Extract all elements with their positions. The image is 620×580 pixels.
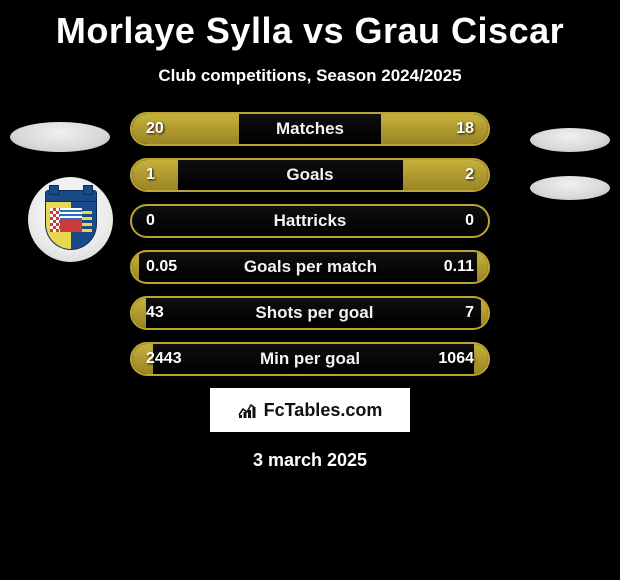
club-crest-left bbox=[28, 177, 113, 262]
stat-value-right: 18 bbox=[456, 120, 488, 138]
stat-value-right: 7 bbox=[465, 304, 488, 322]
stat-row: 2443 Min per goal 1064 bbox=[130, 342, 490, 376]
stat-row: 20 Matches 18 bbox=[130, 112, 490, 146]
stat-value-left: 1 bbox=[132, 166, 155, 184]
team-badge-placeholder-right-1 bbox=[530, 128, 610, 152]
comparison-table: 20 Matches 18 1 Goals 2 0 Hattricks 0 0.… bbox=[130, 112, 490, 376]
stat-value-left: 20 bbox=[132, 120, 164, 138]
stat-label: Hattricks bbox=[155, 211, 465, 231]
stat-row: 43 Shots per goal 7 bbox=[130, 296, 490, 330]
stat-value-left: 2443 bbox=[132, 350, 182, 368]
brand-text: FcTables.com bbox=[264, 400, 383, 421]
stat-label: Matches bbox=[164, 119, 456, 139]
stat-row: 0.05 Goals per match 0.11 bbox=[130, 250, 490, 284]
stat-row: 0 Hattricks 0 bbox=[130, 204, 490, 238]
stat-value-left: 0 bbox=[132, 212, 155, 230]
stat-label: Min per goal bbox=[182, 349, 439, 369]
team-badge-placeholder-left bbox=[10, 122, 110, 152]
stat-label: Goals bbox=[155, 165, 465, 185]
stat-label: Goals per match bbox=[177, 257, 444, 277]
stat-row: 1 Goals 2 bbox=[130, 158, 490, 192]
stat-label: Shots per goal bbox=[164, 303, 465, 323]
stat-value-left: 0.05 bbox=[132, 258, 177, 276]
team-badge-placeholder-right-2 bbox=[530, 176, 610, 200]
stat-value-right: 0 bbox=[465, 212, 488, 230]
stat-value-right: 0.11 bbox=[444, 258, 488, 276]
page-subtitle: Club competitions, Season 2024/2025 bbox=[0, 66, 620, 86]
page-title: Morlaye Sylla vs Grau Ciscar bbox=[0, 0, 620, 52]
stat-value-right: 2 bbox=[465, 166, 488, 184]
brand-badge: FcTables.com bbox=[210, 388, 410, 432]
bars-icon bbox=[238, 401, 258, 419]
stat-value-left: 43 bbox=[132, 304, 164, 322]
stat-value-right: 1064 bbox=[438, 350, 488, 368]
date-text: 3 march 2025 bbox=[0, 450, 620, 471]
